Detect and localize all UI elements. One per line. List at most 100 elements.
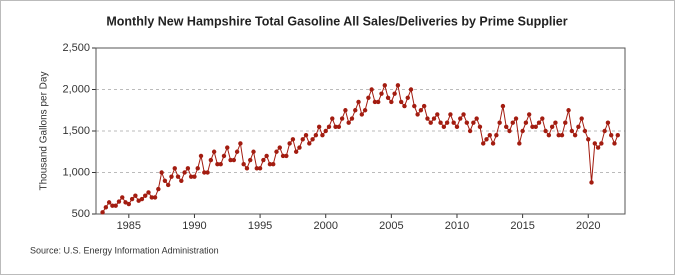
- point: [307, 141, 312, 146]
- point: [461, 112, 466, 117]
- point: [287, 141, 292, 146]
- point: [179, 178, 184, 183]
- point: [428, 120, 433, 125]
- point: [228, 157, 233, 163]
- point: [615, 132, 620, 138]
- point: [254, 166, 260, 171]
- point: [517, 141, 522, 146]
- point: [123, 200, 128, 205]
- point: [320, 132, 325, 138]
- point: [415, 112, 420, 117]
- point: [510, 120, 515, 125]
- point: [271, 162, 276, 167]
- point: [267, 162, 273, 167]
- point: [103, 205, 109, 210]
- point: [612, 141, 617, 146]
- point: [586, 137, 591, 142]
- point: [116, 199, 122, 204]
- point: [303, 132, 309, 138]
- point: [343, 108, 348, 113]
- point: [188, 174, 194, 179]
- point: [507, 128, 512, 134]
- point: [192, 174, 197, 179]
- point: [316, 124, 322, 130]
- point: [175, 174, 181, 179]
- point: [385, 95, 391, 101]
- point: [533, 124, 538, 130]
- point: [513, 116, 519, 121]
- point: [369, 87, 374, 92]
- point: [595, 145, 601, 150]
- point: [113, 203, 118, 208]
- point: [556, 132, 561, 138]
- point: [300, 137, 305, 142]
- point: [126, 201, 132, 207]
- point: [106, 200, 112, 205]
- point: [339, 116, 345, 121]
- point: [185, 166, 191, 171]
- point: [261, 157, 266, 163]
- point: [156, 186, 161, 192]
- point: [441, 124, 447, 130]
- point: [238, 141, 243, 146]
- point: [366, 95, 371, 101]
- point: [136, 198, 141, 203]
- point: [490, 141, 496, 146]
- point: [454, 124, 460, 130]
- y-tick-label: 500: [72, 208, 90, 220]
- point: [326, 124, 332, 130]
- point: [546, 132, 552, 138]
- point: [100, 210, 105, 215]
- point: [576, 124, 581, 130]
- point: [139, 196, 145, 202]
- x-tick-label: 2005: [379, 220, 403, 232]
- point: [592, 141, 598, 146]
- point: [599, 141, 604, 146]
- point: [133, 193, 138, 198]
- x-tick-label: 1995: [248, 220, 272, 232]
- point: [241, 162, 246, 167]
- point: [293, 149, 299, 154]
- point: [225, 145, 230, 150]
- point: [582, 128, 588, 134]
- point: [497, 120, 502, 125]
- x-tick-label: 2015: [510, 220, 534, 232]
- point: [172, 166, 177, 171]
- point: [398, 99, 404, 105]
- y-tick-label: 2,000: [62, 83, 90, 95]
- point: [435, 112, 440, 117]
- point: [438, 120, 443, 125]
- point: [202, 170, 207, 175]
- point: [523, 120, 529, 125]
- point: [579, 116, 584, 121]
- point: [211, 149, 217, 154]
- y-axis-label: Thousand Gallons per Day: [39, 72, 50, 191]
- point: [264, 153, 269, 159]
- point: [159, 170, 164, 175]
- point: [405, 95, 410, 101]
- x-tick-label: 2020: [576, 220, 600, 232]
- point: [605, 120, 611, 125]
- point: [198, 153, 204, 159]
- point: [566, 108, 571, 113]
- point: [444, 120, 450, 125]
- point: [467, 128, 473, 134]
- point: [451, 120, 456, 125]
- point: [408, 87, 414, 92]
- point: [356, 99, 361, 105]
- point: [231, 157, 237, 163]
- point: [290, 137, 296, 142]
- point: [471, 120, 476, 125]
- point: [218, 162, 223, 167]
- point: [609, 132, 614, 138]
- point: [376, 99, 381, 105]
- point: [149, 195, 154, 200]
- point: [520, 128, 525, 134]
- point: [205, 170, 210, 175]
- point: [346, 120, 351, 125]
- point: [421, 103, 427, 109]
- point: [310, 137, 315, 142]
- point: [169, 174, 174, 179]
- point: [313, 132, 319, 138]
